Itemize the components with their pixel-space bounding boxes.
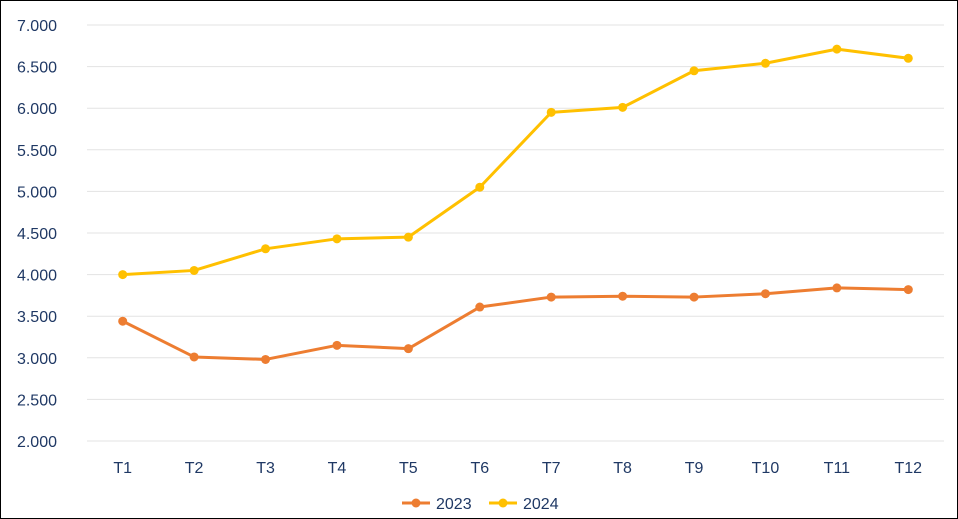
data-point — [618, 291, 628, 301]
y-tick-label: 4.000 — [17, 268, 57, 285]
y-tick-label: 5.500 — [17, 143, 57, 160]
data-point — [475, 182, 485, 192]
data-point — [118, 316, 128, 326]
data-point — [903, 285, 913, 295]
y-tick-label: 3.500 — [17, 309, 57, 326]
data-point — [760, 58, 770, 68]
legend-label: 2024 — [523, 496, 559, 513]
x-tick-label: T7 — [542, 460, 561, 477]
data-point — [618, 102, 628, 112]
series-line — [121, 286, 910, 361]
x-tick-label: T1 — [113, 460, 132, 477]
legend-item: 2024 — [489, 496, 559, 513]
legend: 2023 2024 — [402, 496, 559, 513]
x-tick-label: T10 — [752, 460, 780, 477]
data-point — [689, 66, 699, 76]
y-tick-label: 6.500 — [17, 60, 57, 77]
x-tick-label: T8 — [613, 460, 632, 477]
y-tick-label: 2.500 — [17, 392, 57, 409]
x-axis-ticks: T1 T2 T3 T4 T5 T6 T7 T8 T9 T10 T11 T12 — [113, 460, 922, 477]
series-line — [121, 47, 910, 277]
series-2023 — [118, 283, 913, 364]
y-tick-label: 5.000 — [17, 184, 57, 201]
x-tick-label: T12 — [895, 460, 923, 477]
x-tick-label: T6 — [470, 460, 489, 477]
series-2024 — [118, 44, 913, 280]
x-tick-label: T3 — [256, 460, 275, 477]
legend-label: 2023 — [436, 496, 472, 513]
gridlines — [87, 24, 944, 442]
data-point — [546, 107, 556, 117]
y-tick-label: 7.000 — [17, 18, 57, 35]
legend-swatch-marker — [498, 498, 508, 508]
legend-item: 2023 — [402, 496, 472, 513]
data-point — [546, 292, 556, 302]
x-tick-label: T2 — [185, 460, 204, 477]
y-axis-ticks: 2.000 2.500 3.000 3.500 4.000 4.500 5.000 5.500… — [17, 18, 57, 451]
data-point — [689, 292, 699, 302]
data-point — [903, 53, 913, 63]
y-tick-label: 4.500 — [17, 226, 57, 243]
data-point — [760, 289, 770, 299]
data-point — [118, 270, 128, 280]
x-tick-label: T4 — [328, 460, 347, 477]
data-point — [332, 234, 342, 244]
data-point — [832, 44, 842, 54]
y-tick-label: 3.000 — [17, 351, 57, 368]
y-tick-label: 2.000 — [17, 434, 57, 451]
data-point — [189, 352, 199, 362]
series-lines — [118, 44, 913, 364]
x-tick-label: T5 — [399, 460, 418, 477]
x-tick-label: T11 — [824, 460, 850, 477]
data-point — [189, 265, 199, 275]
data-point — [475, 302, 485, 312]
data-point — [332, 340, 342, 350]
data-point — [832, 283, 842, 293]
data-point — [403, 232, 413, 242]
legend-swatch-marker — [411, 498, 421, 508]
y-tick-label: 6.000 — [17, 101, 57, 118]
x-tick-label: T9 — [685, 460, 704, 477]
data-point — [261, 354, 271, 364]
data-point — [403, 344, 413, 354]
data-point — [261, 244, 271, 254]
